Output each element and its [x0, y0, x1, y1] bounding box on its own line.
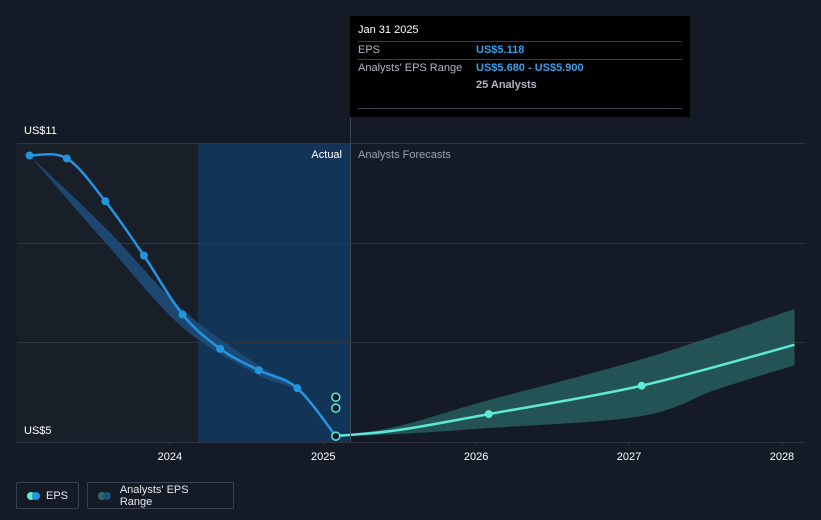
- tooltip-range-label: Analysts' EPS Range: [358, 62, 463, 74]
- tooltip-row-range: Analysts' EPS Range US$5.680 - US$5.900: [358, 59, 682, 77]
- eps-point: [178, 310, 187, 319]
- forecast-point: [484, 410, 493, 419]
- y-tick-bottom: US$5: [24, 425, 52, 437]
- x-axis-ticks: 2024 2025 2026 2027 2028: [158, 442, 794, 463]
- eps-point: [293, 384, 302, 393]
- forecast-point: [637, 381, 646, 390]
- tooltip-analysts-value: 25 Analysts: [476, 79, 537, 91]
- cursor-range-marker: [331, 403, 341, 413]
- actual-label: Actual: [311, 149, 342, 161]
- x-tick-label: 2025: [311, 451, 335, 463]
- legend-eps-label: EPS: [45, 489, 68, 502]
- x-tick-label: 2028: [770, 451, 794, 463]
- tooltip-eps-label: EPS: [358, 44, 381, 56]
- tooltip: Jan 31 2025 EPS US$5.118 Analysts' EPS R…: [350, 16, 690, 117]
- x-tick-label: 2027: [617, 451, 641, 463]
- highlight-region: [198, 143, 350, 442]
- tooltip-divider: [358, 108, 682, 109]
- data-points: [25, 151, 646, 441]
- grid-lines: [17, 143, 805, 443]
- tooltip-row-eps: EPS US$5.118: [358, 41, 682, 59]
- range-bands: [29, 155, 795, 437]
- tooltip-date: Jan 31 2025: [358, 24, 419, 36]
- x-tick-label: 2024: [158, 451, 182, 463]
- cursor-eps-point: [331, 431, 341, 441]
- forecast-label: Analysts Forecasts: [358, 149, 451, 161]
- y-tick-top: US$11: [24, 125, 57, 137]
- legend-eps-button[interactable]: EPS: [16, 482, 79, 509]
- forecast-line: [335, 343, 795, 438]
- tooltip-eps-value: US$5.118: [476, 44, 525, 56]
- tooltip-range-value: US$5.680 - US$5.900: [476, 62, 584, 74]
- legend-range-button[interactable]: Analysts' EPS Range: [87, 482, 234, 509]
- cursor-range-marker: [331, 392, 341, 402]
- eps-point: [62, 154, 71, 163]
- past-shaded-region: [17, 143, 198, 442]
- eps-legend-icon: [27, 491, 40, 500]
- range-legend-icon: [98, 491, 114, 500]
- eps-point: [216, 344, 225, 353]
- tooltip-analysts-label: [358, 77, 476, 94]
- x-tick-label: 2026: [464, 451, 488, 463]
- eps-point: [25, 151, 34, 160]
- eps-point: [139, 251, 148, 260]
- eps-point: [254, 366, 263, 375]
- eps-point: [101, 197, 110, 206]
- forecast-range-band: [335, 308, 795, 437]
- legend-range-label: Analysts' EPS Range: [119, 483, 189, 508]
- tooltip-row-analysts: 25 Analysts: [358, 77, 682, 94]
